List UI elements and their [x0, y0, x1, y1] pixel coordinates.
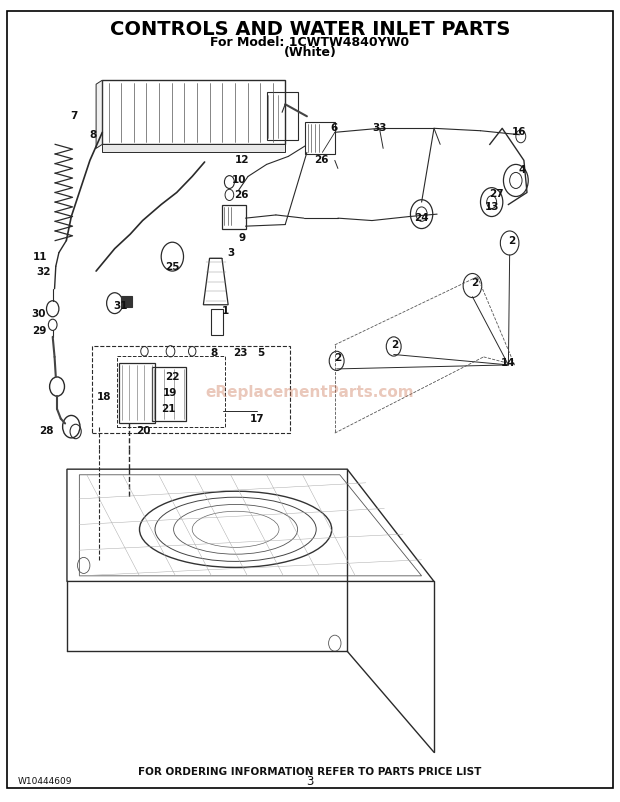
- Bar: [267, 92, 298, 140]
- Text: 1: 1: [221, 306, 229, 316]
- Text: 19: 19: [163, 388, 178, 398]
- Text: 22: 22: [165, 372, 180, 382]
- Text: For Model: 1CWTW4840YW0: For Model: 1CWTW4840YW0: [210, 36, 410, 49]
- Text: CONTROLS AND WATER INLET PARTS: CONTROLS AND WATER INLET PARTS: [110, 20, 510, 39]
- Bar: [117, 356, 225, 427]
- Text: 6: 6: [330, 124, 337, 133]
- Text: 23: 23: [232, 348, 247, 358]
- Text: 10: 10: [231, 176, 246, 185]
- Text: W10444609: W10444609: [17, 777, 72, 787]
- Text: 26: 26: [234, 190, 249, 200]
- Text: 32: 32: [36, 267, 51, 277]
- Text: 2: 2: [334, 354, 342, 363]
- Text: 31: 31: [113, 302, 128, 311]
- Text: 27: 27: [489, 189, 503, 199]
- Bar: [119, 363, 155, 423]
- Text: 7: 7: [71, 111, 78, 121]
- Text: 3: 3: [306, 776, 314, 788]
- Text: 5: 5: [257, 348, 264, 358]
- Text: (White): (White): [283, 47, 337, 59]
- Text: 28: 28: [39, 427, 54, 436]
- Polygon shape: [102, 144, 285, 152]
- Text: 2: 2: [391, 340, 399, 350]
- Bar: [152, 367, 186, 421]
- Bar: [222, 205, 246, 229]
- Text: 25: 25: [165, 262, 180, 272]
- Text: 11: 11: [33, 252, 48, 261]
- Text: 18: 18: [97, 392, 112, 402]
- Text: 24: 24: [414, 213, 429, 223]
- Text: 14: 14: [501, 358, 516, 367]
- Polygon shape: [96, 80, 102, 148]
- Text: 16: 16: [512, 128, 527, 137]
- Text: 29: 29: [32, 326, 46, 336]
- Text: 30: 30: [32, 310, 46, 319]
- Text: 8: 8: [89, 130, 97, 140]
- Bar: [305, 122, 335, 154]
- Text: 8: 8: [210, 348, 218, 358]
- Text: 3: 3: [227, 248, 234, 257]
- Bar: [121, 296, 132, 307]
- Text: 13: 13: [484, 202, 499, 212]
- Text: 12: 12: [234, 156, 249, 165]
- Text: eReplacementParts.com: eReplacementParts.com: [206, 386, 414, 400]
- Text: 33: 33: [372, 124, 387, 133]
- Text: 2: 2: [508, 236, 515, 245]
- Text: 4: 4: [518, 165, 526, 175]
- Text: 9: 9: [238, 233, 246, 243]
- Text: 26: 26: [314, 156, 329, 165]
- Text: 2: 2: [471, 278, 478, 288]
- Bar: [92, 346, 290, 433]
- Text: FOR ORDERING INFORMATION REFER TO PARTS PRICE LIST: FOR ORDERING INFORMATION REFER TO PARTS …: [138, 768, 482, 777]
- Text: 20: 20: [136, 426, 151, 435]
- Text: 17: 17: [250, 415, 265, 424]
- Text: 21: 21: [161, 404, 176, 414]
